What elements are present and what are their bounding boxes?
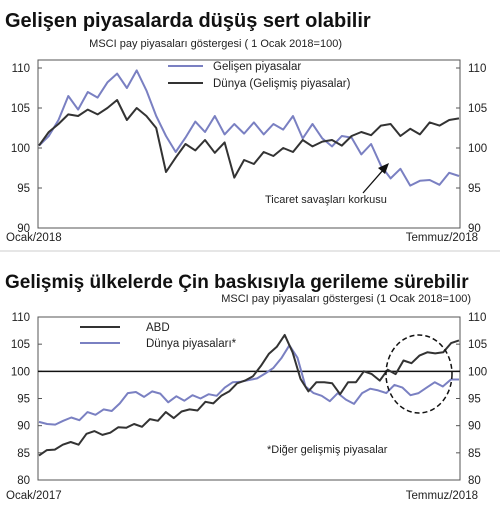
chart1-title: Gelişen piyasalarda düşüş sert olabilir — [5, 10, 371, 32]
chart2-x-start-label: Ocak/2017 — [6, 490, 62, 502]
chart2-ytick-left: 85 — [17, 448, 30, 460]
chart2-legend: ABD Dünya piyasaları* — [80, 322, 237, 350]
chart2-ytick-right: 110 — [468, 312, 486, 324]
chart2-subtitle: MSCI pay piyasaları göstergesi (1 Ocak 2… — [221, 293, 471, 305]
chart1-ytick-right: 100 — [468, 143, 487, 155]
chart2-ticks-left: 80 85 90 95 100 105 110 — [11, 312, 42, 487]
chart1-ytick-left: 90 — [17, 223, 30, 235]
chart1-series-emerging — [38, 69, 460, 187]
chart2-ytick-left: 110 — [12, 312, 30, 324]
chart1-arrowhead — [378, 163, 389, 174]
chart1-annotation: Ticaret savaşları korkusu — [265, 194, 387, 206]
chart2-ytick-right: 95 — [468, 394, 481, 406]
chart2-annotation: *Diğer gelişmiş piyasalar — [267, 444, 388, 456]
chart1-arrow-shaft — [362, 168, 385, 194]
chart2-ytick-left: 90 — [17, 421, 30, 433]
chart1-legend-label-emerging: Gelişen piyasalar — [213, 61, 301, 73]
chart2-ytick-right: 100 — [468, 366, 487, 378]
chart1-ytick-right: 90 — [468, 223, 481, 235]
chart2-legend-label-world: Dünya piyasaları* — [146, 338, 237, 350]
chart1-series-world — [38, 99, 460, 179]
chart1-x-start-label: Ocak/2018 — [6, 232, 62, 244]
chart1-subtitle: MSCI pay piyasaları göstergesi ( 1 Ocak … — [89, 38, 342, 50]
chart2-ytick-left: 100 — [11, 366, 30, 378]
chart1-ytick-right: 95 — [468, 183, 481, 195]
chart2-highlight-circle — [385, 334, 453, 414]
chart1-x-end-label: Temmuz/2018 — [406, 232, 478, 244]
chart2-ticks-right: 80 85 90 95 100 105 110 — [456, 312, 487, 487]
chart2-ytick-right: 90 — [468, 421, 481, 433]
chart2-ytick-left: 95 — [17, 394, 30, 406]
chart1-ytick-left: 100 — [11, 143, 30, 155]
chart1-ytick-right: 110 — [468, 63, 486, 75]
chart1-legend: Gelişen piyasalar Dünya (Gelişmiş piyasa… — [168, 61, 351, 90]
chart2-ytick-right: 80 — [468, 475, 481, 487]
chart1-ytick-right: 105 — [468, 103, 487, 115]
chart2-legend-label-usa: ABD — [146, 322, 170, 334]
chart2-ytick-left: 80 — [17, 475, 30, 487]
chart2-ytick-right: 105 — [468, 339, 487, 351]
chart2-x-end-label: Temmuz/2018 — [406, 490, 478, 502]
chart1-legend-label-world: Dünya (Gelişmiş piyasalar) — [213, 78, 351, 90]
chart1-annotation-arrow — [362, 163, 389, 194]
chart1-ticks-left: 90 95 100 105 110 — [11, 63, 42, 235]
chart2-title: Gelişmiş ülkelerde Çin baskısıyla gerile… — [5, 272, 469, 293]
chart1-ytick-left: 105 — [11, 103, 30, 115]
chart2-ytick-left: 105 — [11, 339, 30, 351]
chart2-series-usa — [38, 333, 460, 457]
chart1-plot-frame — [37, 59, 461, 229]
chart2-plot-frame — [37, 316, 461, 481]
chart1-ytick-left: 95 — [17, 183, 30, 195]
chart1-ticks-right: 90 95 100 105 110 — [456, 63, 487, 235]
chart1-ytick-left: 110 — [12, 63, 30, 75]
chart2-ytick-right: 85 — [468, 448, 481, 460]
chart2-series-world — [38, 344, 459, 426]
